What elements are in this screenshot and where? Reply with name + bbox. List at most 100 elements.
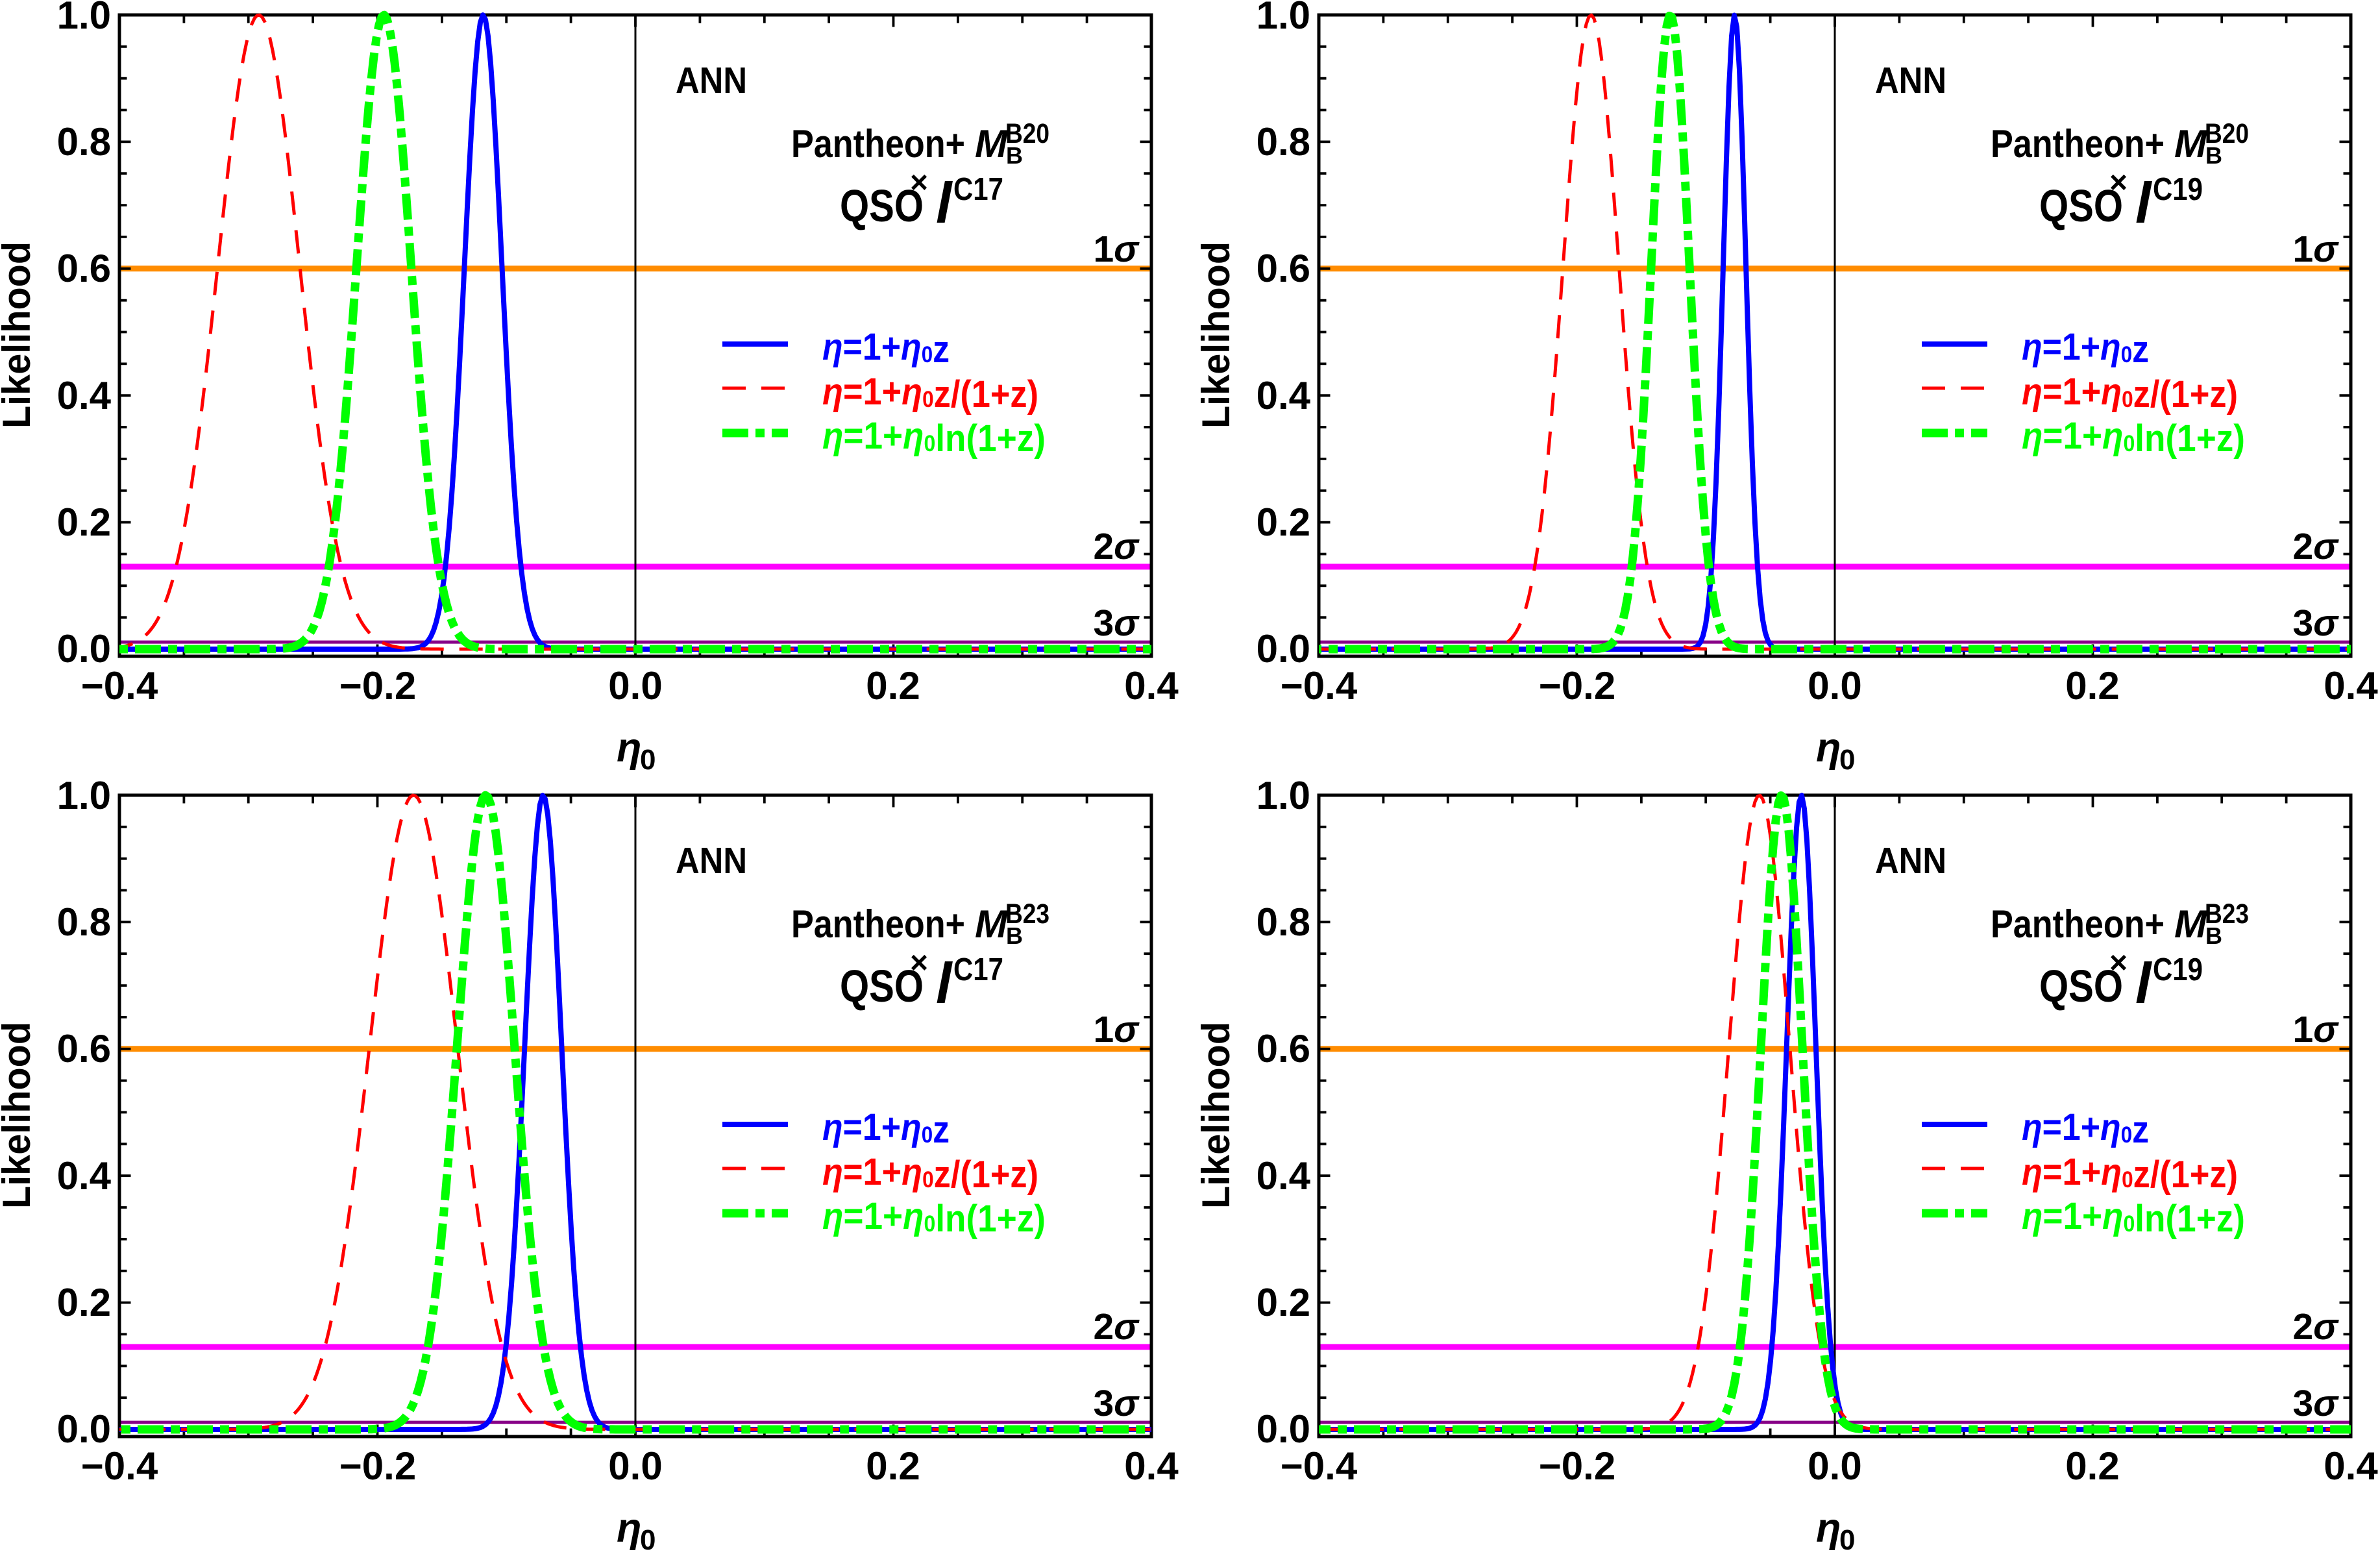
svg-text:1σ: 1σ	[1093, 228, 1140, 270]
svg-text:−0.2: −0.2	[1539, 664, 1615, 708]
svg-text:−0.4: −0.4	[81, 1444, 158, 1488]
svg-text:η=1+η0ln(1+z): η=1+η0ln(1+z)	[2022, 415, 2245, 460]
svg-text:Likelihood: Likelihood	[0, 241, 38, 428]
svg-text:−0.4: −0.4	[81, 664, 158, 708]
svg-text:0.4: 0.4	[57, 374, 112, 417]
svg-text:0.4: 0.4	[1124, 1444, 1179, 1488]
svg-text:C17: C17	[953, 952, 1003, 987]
svg-text:0: 0	[640, 1524, 656, 1553]
svg-text:B: B	[2205, 142, 2222, 169]
svg-text:0.2: 0.2	[1257, 500, 1310, 544]
svg-text:0.8: 0.8	[1257, 900, 1310, 944]
svg-text:3σ: 3σ	[2292, 602, 2339, 644]
svg-text:0.6: 0.6	[57, 1027, 111, 1070]
svg-text:0.2: 0.2	[866, 664, 920, 708]
svg-text:0: 0	[1839, 744, 1855, 776]
svg-text:−0.4: −0.4	[1281, 664, 1358, 708]
svg-text:η: η	[617, 725, 641, 771]
svg-text:l: l	[936, 951, 953, 1015]
svg-text:M: M	[975, 902, 1009, 946]
svg-text:ANN: ANN	[1875, 60, 1946, 101]
svg-text:0.8: 0.8	[57, 900, 111, 944]
svg-text:−0.2: −0.2	[1539, 1444, 1615, 1488]
svg-text:−0.2: −0.2	[339, 1444, 416, 1488]
svg-text:0.0: 0.0	[1257, 627, 1310, 671]
svg-text:0.0: 0.0	[608, 1444, 662, 1488]
svg-text:Pantheon+: Pantheon+	[791, 122, 965, 166]
svg-text:0.4: 0.4	[1124, 664, 1179, 708]
svg-text:η: η	[1816, 725, 1841, 771]
svg-text:B23: B23	[2205, 898, 2249, 930]
svg-text:1σ: 1σ	[2292, 228, 2339, 270]
svg-text:η=1+η0z: η=1+η0z	[2022, 326, 2149, 371]
svg-text:1.0: 1.0	[1257, 774, 1310, 817]
svg-text:3σ: 3σ	[1093, 602, 1140, 644]
svg-text:ANN: ANN	[1875, 840, 1946, 882]
svg-text:ANN: ANN	[676, 840, 747, 882]
svg-text:Likelihood: Likelihood	[1194, 1022, 1238, 1209]
svg-text:2σ: 2σ	[1093, 526, 1140, 567]
svg-text:×: ×	[910, 946, 928, 980]
svg-text:η=1+η0z/(1+z): η=1+η0z/(1+z)	[2022, 1151, 2238, 1196]
svg-text:0.8: 0.8	[1257, 120, 1310, 164]
svg-text:1.0: 1.0	[57, 0, 111, 37]
svg-text:QSO: QSO	[2039, 961, 2123, 1011]
svg-text:QSO: QSO	[840, 180, 924, 231]
svg-text:B: B	[2205, 922, 2222, 949]
svg-text:3σ: 3σ	[2292, 1383, 2339, 1424]
svg-text:η: η	[1816, 1505, 1841, 1551]
svg-text:1σ: 1σ	[1093, 1009, 1140, 1050]
svg-text:Likelihood: Likelihood	[1194, 241, 1238, 428]
svg-text:1.0: 1.0	[57, 774, 111, 817]
svg-text:ANN: ANN	[676, 60, 747, 101]
svg-text:0.2: 0.2	[2065, 664, 2119, 708]
svg-text:η=1+η0z: η=1+η0z	[2022, 1106, 2149, 1151]
svg-text:l: l	[2135, 171, 2152, 235]
svg-text:B20: B20	[1005, 118, 1049, 149]
svg-text:0.4: 0.4	[1257, 374, 1311, 417]
svg-text:M: M	[975, 122, 1009, 166]
svg-text:0: 0	[640, 744, 656, 776]
svg-text:C19: C19	[2153, 172, 2203, 207]
svg-text:M: M	[2174, 122, 2208, 166]
svg-text:Pantheon+: Pantheon+	[791, 902, 965, 946]
svg-text:0.6: 0.6	[57, 247, 111, 290]
svg-text:0.6: 0.6	[1257, 1027, 1310, 1070]
svg-text:0.0: 0.0	[1808, 1444, 1861, 1488]
svg-text:2σ: 2σ	[1093, 1306, 1140, 1348]
svg-text:2σ: 2σ	[2292, 1306, 2339, 1348]
svg-text:C17: C17	[953, 172, 1003, 207]
svg-text:B20: B20	[2205, 118, 2249, 149]
svg-text:×: ×	[2109, 946, 2128, 980]
svg-text:−0.4: −0.4	[1281, 1444, 1358, 1488]
svg-text:B: B	[1006, 922, 1023, 949]
svg-text:0.2: 0.2	[57, 500, 111, 544]
svg-text:0.0: 0.0	[57, 1407, 111, 1451]
svg-text:0.8: 0.8	[57, 120, 111, 164]
svg-text:B: B	[1006, 142, 1023, 169]
svg-text:Likelihood: Likelihood	[0, 1022, 38, 1209]
svg-text:Pantheon+: Pantheon+	[1991, 122, 2165, 166]
svg-text:η: η	[617, 1505, 641, 1551]
svg-text:×: ×	[2109, 166, 2128, 200]
svg-text:l: l	[2135, 951, 2152, 1015]
svg-text:QSO: QSO	[2039, 180, 2123, 231]
svg-text:0.4: 0.4	[57, 1154, 112, 1198]
svg-text:1.0: 1.0	[1257, 0, 1310, 37]
svg-text:0.4: 0.4	[2324, 1444, 2378, 1488]
svg-text:1σ: 1σ	[2292, 1009, 2339, 1050]
svg-text:Pantheon+: Pantheon+	[1991, 902, 2165, 946]
svg-text:0.0: 0.0	[608, 664, 662, 708]
svg-text:C19: C19	[2153, 952, 2203, 987]
svg-text:−0.2: −0.2	[339, 664, 416, 708]
svg-text:η=1+η0ln(1+z): η=1+η0ln(1+z)	[2022, 1195, 2245, 1240]
svg-text:3σ: 3σ	[1093, 1383, 1140, 1424]
svg-text:l: l	[936, 171, 953, 235]
svg-text:0.2: 0.2	[57, 1281, 111, 1324]
svg-text:0.4: 0.4	[2324, 664, 2378, 708]
svg-text:B23: B23	[1005, 898, 1049, 930]
svg-text:×: ×	[910, 166, 928, 200]
svg-text:0.2: 0.2	[866, 1444, 920, 1488]
svg-text:0.2: 0.2	[2065, 1444, 2119, 1488]
svg-text:QSO: QSO	[840, 961, 924, 1011]
